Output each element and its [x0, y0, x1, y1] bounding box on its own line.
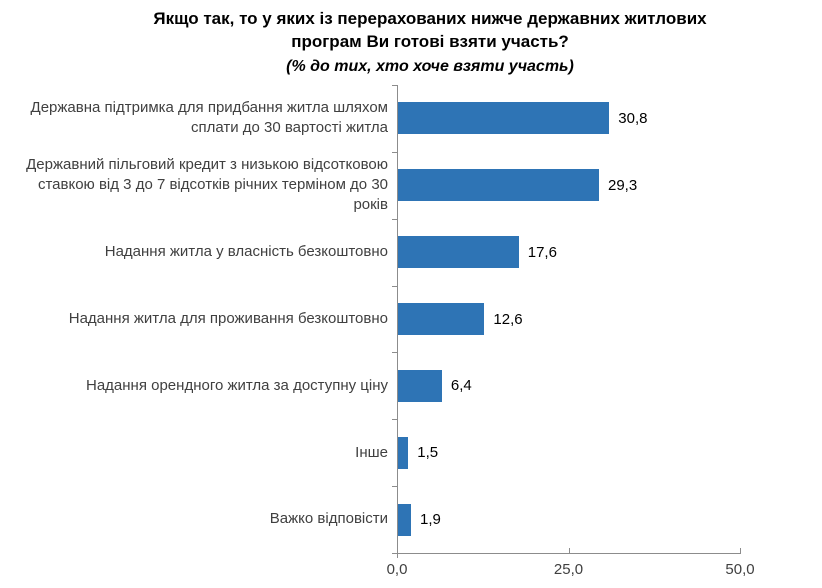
x-axis-tick: [740, 548, 741, 553]
bar-value-label: 12,6: [493, 310, 523, 328]
x-axis-tick: [568, 548, 570, 553]
chart-subtitle: (% до тих, хто хоче взяти участь): [286, 57, 574, 75]
bar-value-label: 29,3: [607, 176, 638, 194]
category-label: Надання житла у власність безкоштовно: [104, 243, 388, 260]
y-axis-tick: [392, 151, 397, 153]
category-label: Важко відповісти: [269, 510, 388, 528]
x-axis-tick-label: 25,0: [553, 561, 584, 578]
category-label: Надання житла для проживання безкоштовно: [68, 309, 388, 327]
bar-value-label: 6,4: [450, 377, 472, 395]
bar-value-label: 17,6: [527, 243, 557, 261]
chart-title-block: Якщо так, то у яких із перерахованих ниж…: [110, 8, 750, 78]
x-axis-tick-label: 0,0: [386, 561, 408, 578]
y-axis-tick: [392, 85, 397, 86]
y-axis-tick: [392, 486, 397, 488]
y-axis-tick: [392, 218, 397, 220]
bar: [398, 169, 599, 202]
bar: [398, 436, 409, 469]
y-axis-tick: [392, 285, 397, 287]
x-axis-tick-label: 50,0: [725, 561, 755, 578]
bar: [398, 102, 610, 135]
y-axis-tick: [392, 419, 397, 421]
chart-title-line-2: програм Ви готові взяти участь?: [291, 31, 569, 51]
y-axis: [397, 85, 398, 558]
bar: [398, 503, 412, 536]
bar: [398, 236, 519, 269]
y-axis-tick: [392, 352, 397, 354]
y-axis-tick: [392, 553, 397, 554]
bar-value-label: 1,9: [420, 511, 441, 529]
category-label: Надання орендного житла за доступну ціну: [86, 376, 388, 394]
x-axis: [397, 553, 741, 554]
category-label: Державна підтримка для придбання житла ш…: [30, 99, 388, 137]
category-label: Інше: [355, 443, 388, 461]
category-label: Державний пільговий кредит з низькою від…: [26, 155, 388, 214]
bar-value-label: 1,5: [417, 444, 439, 462]
bar-value-label: 30,8: [618, 109, 648, 127]
chart-title-line-1: Якщо так, то у яких із перерахованих ниж…: [153, 9, 707, 28]
bar: [398, 303, 485, 335]
bar: [398, 369, 442, 402]
